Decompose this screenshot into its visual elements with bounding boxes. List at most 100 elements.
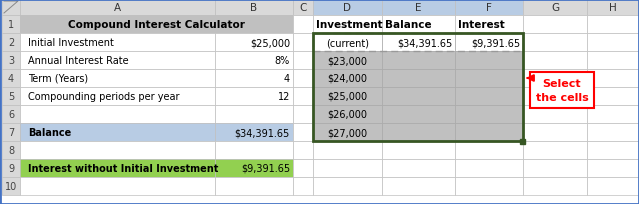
Text: Select
the cells: Select the cells <box>535 79 589 102</box>
Bar <box>587 159 639 177</box>
Bar <box>523 159 587 177</box>
Bar <box>587 123 639 141</box>
Bar <box>313 105 382 123</box>
Bar <box>523 105 587 123</box>
Bar <box>20 16 293 34</box>
Bar <box>587 177 639 195</box>
Bar <box>382 141 455 159</box>
Bar <box>523 70 587 88</box>
Bar <box>382 159 455 177</box>
Bar <box>293 88 313 105</box>
Text: $24,000: $24,000 <box>328 74 367 84</box>
Text: $25,000: $25,000 <box>250 38 290 48</box>
Bar <box>523 34 587 52</box>
Bar <box>313 34 382 52</box>
Bar <box>215 70 293 88</box>
Bar <box>455 52 523 70</box>
Text: 1: 1 <box>8 20 14 30</box>
Bar <box>215 177 293 195</box>
Text: 8%: 8% <box>275 56 290 66</box>
Bar <box>382 88 455 105</box>
Bar <box>382 70 455 88</box>
Bar <box>455 88 523 105</box>
Text: (current): (current) <box>326 38 369 48</box>
Bar <box>587 88 639 105</box>
Bar <box>455 123 523 141</box>
Bar <box>2 88 20 105</box>
Bar <box>313 88 382 105</box>
Bar <box>2 0 20 16</box>
Bar <box>382 34 455 52</box>
Text: 8: 8 <box>8 145 14 155</box>
Bar <box>293 34 313 52</box>
Text: 4: 4 <box>284 74 290 84</box>
Bar <box>455 52 523 70</box>
Text: 12: 12 <box>277 92 290 102</box>
Bar <box>455 16 523 34</box>
Bar <box>2 70 20 88</box>
Bar <box>455 141 523 159</box>
Text: Compounding periods per year: Compounding periods per year <box>28 92 180 102</box>
Bar <box>313 70 382 88</box>
Bar <box>313 34 382 52</box>
Bar <box>382 52 455 70</box>
Bar <box>520 139 525 144</box>
Text: 9: 9 <box>8 163 14 173</box>
Bar <box>587 70 639 88</box>
Bar <box>215 52 293 70</box>
Text: $9,391.65: $9,391.65 <box>241 163 290 173</box>
Bar <box>20 0 215 16</box>
Bar <box>382 0 455 16</box>
Bar <box>587 0 639 16</box>
Bar <box>382 105 455 123</box>
Bar <box>2 159 20 177</box>
Bar <box>313 141 382 159</box>
Text: 10: 10 <box>5 181 17 191</box>
Bar <box>215 0 293 16</box>
Bar <box>313 177 382 195</box>
Bar <box>455 105 523 123</box>
Text: Term (Years): Term (Years) <box>28 74 88 84</box>
Text: $34,391.65: $34,391.65 <box>397 38 452 48</box>
Bar <box>313 34 523 141</box>
Bar <box>2 105 20 123</box>
Bar <box>215 159 293 177</box>
Bar <box>20 52 215 70</box>
Text: 3: 3 <box>8 56 14 66</box>
Bar <box>587 34 639 52</box>
Bar <box>2 177 20 195</box>
Bar <box>455 88 523 105</box>
Bar <box>293 141 313 159</box>
Text: Interest without Initial Investment: Interest without Initial Investment <box>28 163 218 173</box>
Bar <box>313 159 382 177</box>
Bar <box>523 52 587 70</box>
Bar <box>523 88 587 105</box>
Text: 5: 5 <box>8 92 14 102</box>
Text: $23,000: $23,000 <box>328 56 367 66</box>
Bar <box>455 177 523 195</box>
Text: 7: 7 <box>8 127 14 137</box>
Bar <box>587 16 639 34</box>
Bar <box>587 105 639 123</box>
Bar <box>455 34 523 52</box>
Bar <box>20 105 215 123</box>
Bar <box>313 34 523 52</box>
Bar <box>587 141 639 159</box>
Bar <box>313 123 382 141</box>
Text: A: A <box>114 3 121 13</box>
Bar <box>293 123 313 141</box>
Bar <box>382 123 455 141</box>
Bar <box>382 177 455 195</box>
Bar <box>523 141 587 159</box>
Bar <box>2 141 20 159</box>
Text: D: D <box>344 3 351 13</box>
Text: Initial Investment: Initial Investment <box>28 38 114 48</box>
Bar <box>293 159 313 177</box>
Text: $34,391.65: $34,391.65 <box>235 127 290 137</box>
Bar <box>20 159 215 177</box>
Bar <box>382 70 455 88</box>
Bar <box>293 70 313 88</box>
Bar <box>313 52 382 70</box>
Bar <box>215 123 293 141</box>
Bar <box>455 105 523 123</box>
